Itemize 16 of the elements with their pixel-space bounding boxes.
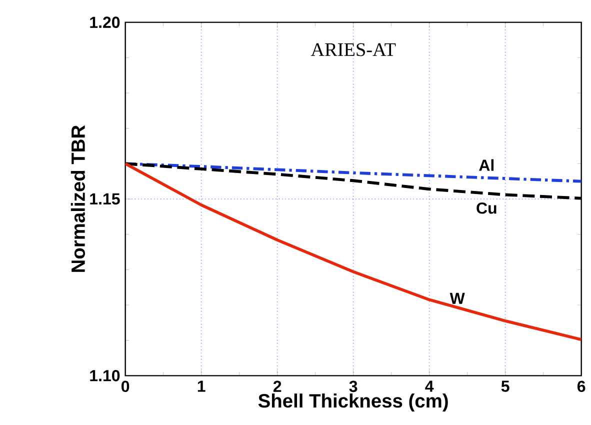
series-label: Cu bbox=[476, 202, 496, 214]
series-label: Al bbox=[479, 159, 494, 171]
y-tick-label: 1.10 bbox=[90, 370, 120, 382]
x-tick-label: 0 bbox=[122, 380, 130, 392]
text: ARIES-AT bbox=[310, 43, 396, 56]
x-tick-label: 1 bbox=[198, 380, 206, 392]
y-axis-title: Normalized TBR bbox=[70, 125, 85, 272]
x-axis-title: Shell Thickness (cm) bbox=[258, 394, 448, 412]
x-tick-label: 5 bbox=[501, 380, 510, 392]
x-tick-label: 4 bbox=[425, 380, 434, 392]
series-label: W bbox=[450, 292, 465, 304]
x-tick-label: 2 bbox=[273, 380, 282, 392]
y-tick-label: 1.20 bbox=[90, 16, 120, 28]
x-tick-label: 3 bbox=[349, 380, 358, 392]
x-tick-label: 6 bbox=[577, 380, 586, 392]
y-tick-label: 1.15 bbox=[90, 193, 120, 205]
